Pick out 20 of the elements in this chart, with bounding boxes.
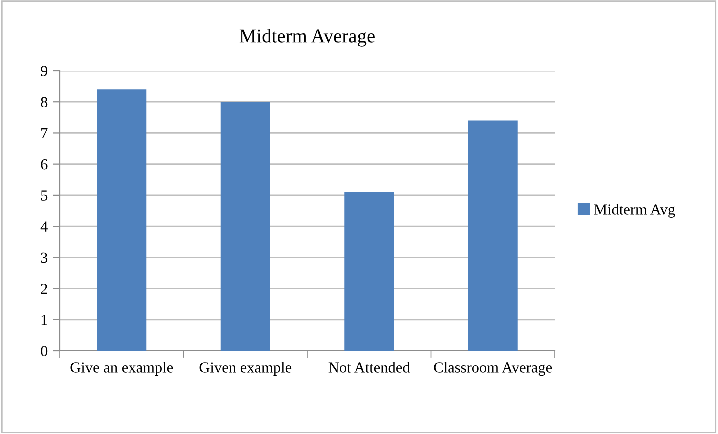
y-tick-label: 7 (42, 128, 48, 139)
y-tick-label: 4 (40, 222, 48, 232)
y-tick-label: 3 (41, 252, 48, 264)
bar (468, 120, 518, 351)
x-tick-label: Classroom Average (434, 362, 552, 376)
y-tick-label: 1 (42, 315, 48, 326)
bar (344, 192, 394, 351)
y-tick-label: 9 (41, 66, 48, 76)
x-tick-label: Give an example (70, 362, 174, 376)
y-tick-label: 2 (41, 284, 48, 294)
y-tick-label: 6 (41, 160, 48, 170)
bar (220, 102, 270, 351)
x-tick-label: Not Attended (328, 362, 410, 373)
legend-label: Midterm Avg (594, 204, 676, 218)
chart-title: Midterm Average (240, 29, 375, 47)
y-tick-label: 0 (41, 346, 48, 356)
bar (97, 90, 147, 351)
y-tick-label: 5 (41, 190, 48, 201)
y-tick-label: 8 (41, 97, 48, 108)
x-tick-label: Given example (200, 362, 292, 376)
